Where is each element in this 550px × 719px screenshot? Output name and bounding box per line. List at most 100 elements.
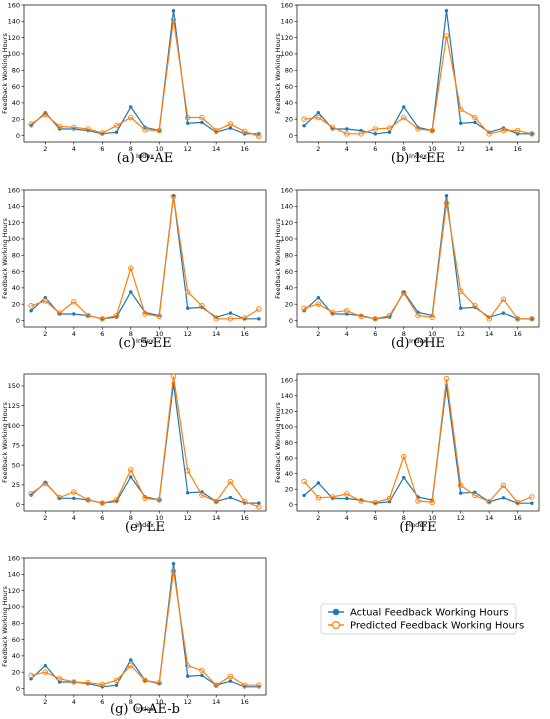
chart-panels: 2 4 6 8 10 12 14 16020406080100120140160IndexFe… — [1, 1, 540, 717]
legend-label-actual: Actual Feedback Working Hours — [350, 608, 509, 619]
point-predicted — [486, 498, 492, 505]
point-predicted — [472, 492, 478, 499]
y-tick-label: 160 — [281, 377, 293, 385]
point-predicted — [213, 127, 219, 134]
point-predicted — [401, 290, 407, 296]
point-predicted — [85, 126, 91, 132]
point-predicted — [457, 106, 464, 113]
point-predicted — [429, 127, 435, 134]
y-tick-label: 140 — [281, 18, 293, 26]
y-tick-label: 160 — [8, 1, 20, 9]
series-line-predicted — [30, 376, 260, 508]
x-tick-label: 8 — [402, 514, 406, 522]
point-actual — [43, 663, 48, 668]
y-tick-label: 120 — [8, 587, 20, 595]
point-predicted — [256, 133, 262, 140]
x-tick-label: 14 — [485, 145, 493, 153]
point-predicted — [99, 130, 106, 136]
point-predicted — [213, 316, 219, 322]
y-tick-label: 120 — [8, 219, 20, 227]
point-predicted — [386, 125, 393, 131]
y-tick-label: 0 — [289, 501, 293, 509]
point-actual — [459, 121, 463, 125]
point-actual — [171, 194, 176, 198]
point-actual — [473, 120, 477, 125]
point-actual — [129, 105, 133, 109]
y-tick-label: 80 — [12, 252, 20, 260]
point-actual — [228, 126, 233, 130]
series-line-predicted — [303, 202, 532, 320]
x-tick-label: 10 — [428, 514, 436, 522]
x-tick-label: 16 — [241, 145, 249, 153]
point-predicted — [28, 490, 34, 497]
x-tick-label: 14 — [212, 330, 220, 338]
point-actual — [129, 290, 133, 294]
y-tick-label: 20 — [285, 300, 293, 308]
y-tick-label: 140 — [8, 571, 20, 579]
panel-caption: (b) 1-EE — [391, 151, 445, 166]
point-actual — [316, 295, 321, 300]
point-predicted — [184, 114, 191, 121]
x-tick-label: 4 — [345, 514, 349, 522]
x-tick-label: 14 — [485, 514, 493, 522]
point-predicted — [156, 127, 162, 134]
point-predicted — [372, 316, 379, 322]
plot-frame — [296, 373, 540, 512]
x-tick-label: 4 — [345, 330, 349, 338]
point-predicted — [500, 482, 507, 489]
point-predicted — [56, 123, 63, 130]
point-predicted — [142, 311, 148, 317]
point-predicted — [184, 289, 191, 295]
x-tick-label: 4 — [72, 330, 76, 338]
y-tick-label: 0 — [289, 132, 293, 140]
point-actual — [501, 311, 506, 315]
y-tick-label: 0 — [289, 317, 293, 325]
point-actual — [228, 495, 233, 500]
x-tick-label: 6 — [373, 145, 377, 153]
y-tick-label: 50 — [12, 461, 20, 469]
point-actual — [302, 123, 306, 128]
x-tick-label: 4 — [345, 145, 349, 153]
point-predicted — [358, 498, 364, 504]
y-tick-label: 40 — [12, 284, 20, 292]
point-predicted — [386, 495, 393, 502]
x-tick-label: 14 — [212, 698, 220, 706]
point-predicted — [170, 193, 177, 200]
y-tick-label: 100 — [8, 50, 20, 58]
x-axis-label: Index — [136, 521, 154, 529]
point-actual — [171, 562, 176, 566]
point-predicted — [128, 265, 134, 272]
point-predicted — [227, 121, 234, 127]
point-predicted — [85, 680, 91, 686]
point-predicted — [128, 114, 134, 121]
point-predicted — [71, 124, 77, 131]
x-tick-label: 12 — [184, 145, 192, 153]
point-predicted — [28, 121, 34, 127]
x-tick-label: 10 — [155, 698, 163, 706]
point-predicted — [429, 499, 435, 506]
y-tick-label: 80 — [12, 620, 20, 628]
series-line-actual — [30, 383, 259, 504]
x-tick-label: 8 — [129, 698, 133, 706]
y-tick-label: 150 — [8, 382, 20, 390]
point-actual — [72, 496, 76, 501]
point-actual — [114, 130, 119, 134]
point-actual — [228, 679, 233, 683]
point-predicted — [113, 122, 120, 129]
point-predicted — [241, 128, 248, 135]
y-tick-label: 120 — [281, 34, 293, 42]
legend-frame — [320, 603, 517, 635]
panel-7: 2 4 6 8 10 12 14 16020406080100120140160IndexFe… — [1, 554, 267, 717]
point-predicted — [301, 478, 307, 485]
y-tick-label: 40 — [12, 652, 20, 660]
y-tick-label: 20 — [12, 668, 20, 676]
y-tick-label: 40 — [12, 99, 20, 107]
y-tick-label: 40 — [285, 470, 293, 478]
x-tick-label: 6 — [100, 145, 104, 153]
y-axis-label: Feedback Working Hours — [1, 586, 9, 667]
point-predicted — [514, 127, 521, 134]
y-tick-label: 40 — [285, 284, 293, 292]
point-predicted — [500, 127, 507, 134]
y-tick-label: 100 — [8, 235, 20, 243]
point-predicted — [170, 373, 177, 380]
